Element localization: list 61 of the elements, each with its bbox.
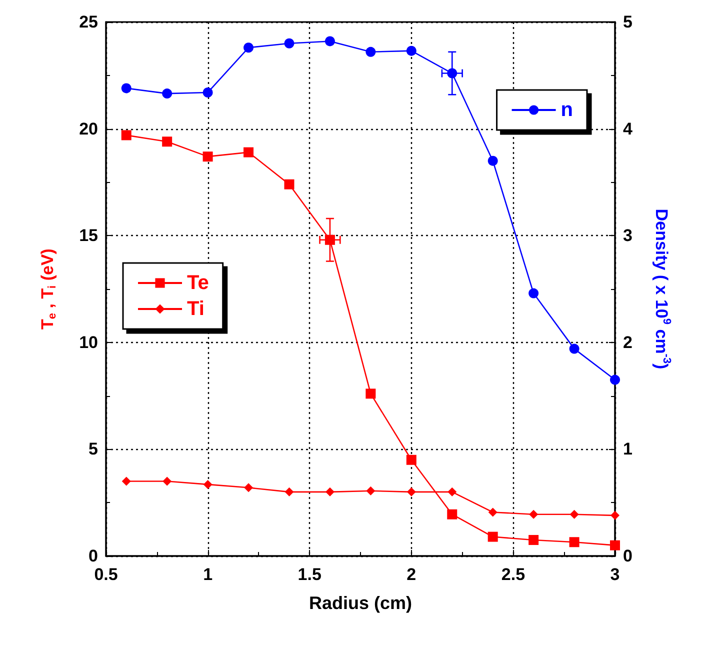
point <box>244 483 254 492</box>
point <box>366 46 376 57</box>
point <box>284 487 294 496</box>
point <box>366 388 376 399</box>
point <box>325 487 334 496</box>
point <box>366 486 376 496</box>
y-tick-label: 10 <box>79 332 98 352</box>
x-tick-label: 2 <box>406 565 416 584</box>
point <box>121 130 132 140</box>
y2-tick-label: 1 <box>623 440 632 459</box>
point <box>610 540 620 550</box>
y2-tick-label: 4 <box>623 119 633 138</box>
y-tick-label: 15 <box>79 226 98 246</box>
point <box>406 454 416 465</box>
point <box>203 480 212 489</box>
point <box>529 510 538 519</box>
point <box>121 83 132 94</box>
point <box>284 38 294 48</box>
point <box>244 42 254 53</box>
point <box>488 156 498 166</box>
x-tick-label: 2.5 <box>501 565 526 584</box>
y-tick-label: 25 <box>79 12 98 32</box>
point <box>610 510 620 520</box>
y2-tick-label: 2 <box>623 332 632 352</box>
point <box>528 534 539 545</box>
point <box>447 509 458 520</box>
y-tick-label: 0 <box>88 546 98 566</box>
x-tick-label: 3 <box>610 565 620 584</box>
point <box>162 88 172 99</box>
point <box>162 136 172 147</box>
point <box>406 487 416 496</box>
point <box>528 288 539 298</box>
legend-label: Te <box>187 272 209 294</box>
point <box>284 179 294 190</box>
point <box>122 476 131 486</box>
point <box>202 152 213 162</box>
y-axis-title: Te , Ti (eV) <box>38 248 58 330</box>
x-tick-label: 0.5 <box>94 565 118 584</box>
y-tick-label: 5 <box>88 440 98 459</box>
y2-tick-label: 5 <box>623 12 632 32</box>
point <box>610 374 620 385</box>
point <box>569 344 580 354</box>
point <box>202 87 213 98</box>
x-tick-label: 1.5 <box>298 565 322 584</box>
y2-axis-title: Density ( x 109 cm-3) <box>652 208 672 370</box>
x-axis-title: Radius (cm) <box>308 593 412 613</box>
legend-label: n <box>560 99 573 121</box>
legend-label: Ti <box>187 298 204 320</box>
y2-tick-label: 3 <box>623 226 632 246</box>
x-tick-label: 1 <box>203 565 213 584</box>
y2-tick-label: 0 <box>623 546 632 566</box>
point <box>448 487 457 496</box>
point <box>488 508 498 517</box>
point <box>162 476 172 486</box>
point <box>244 147 254 158</box>
y-tick-label: 20 <box>79 119 98 138</box>
point <box>569 537 580 548</box>
point <box>570 510 579 519</box>
point <box>488 532 498 542</box>
point <box>324 36 335 46</box>
point <box>406 46 416 56</box>
